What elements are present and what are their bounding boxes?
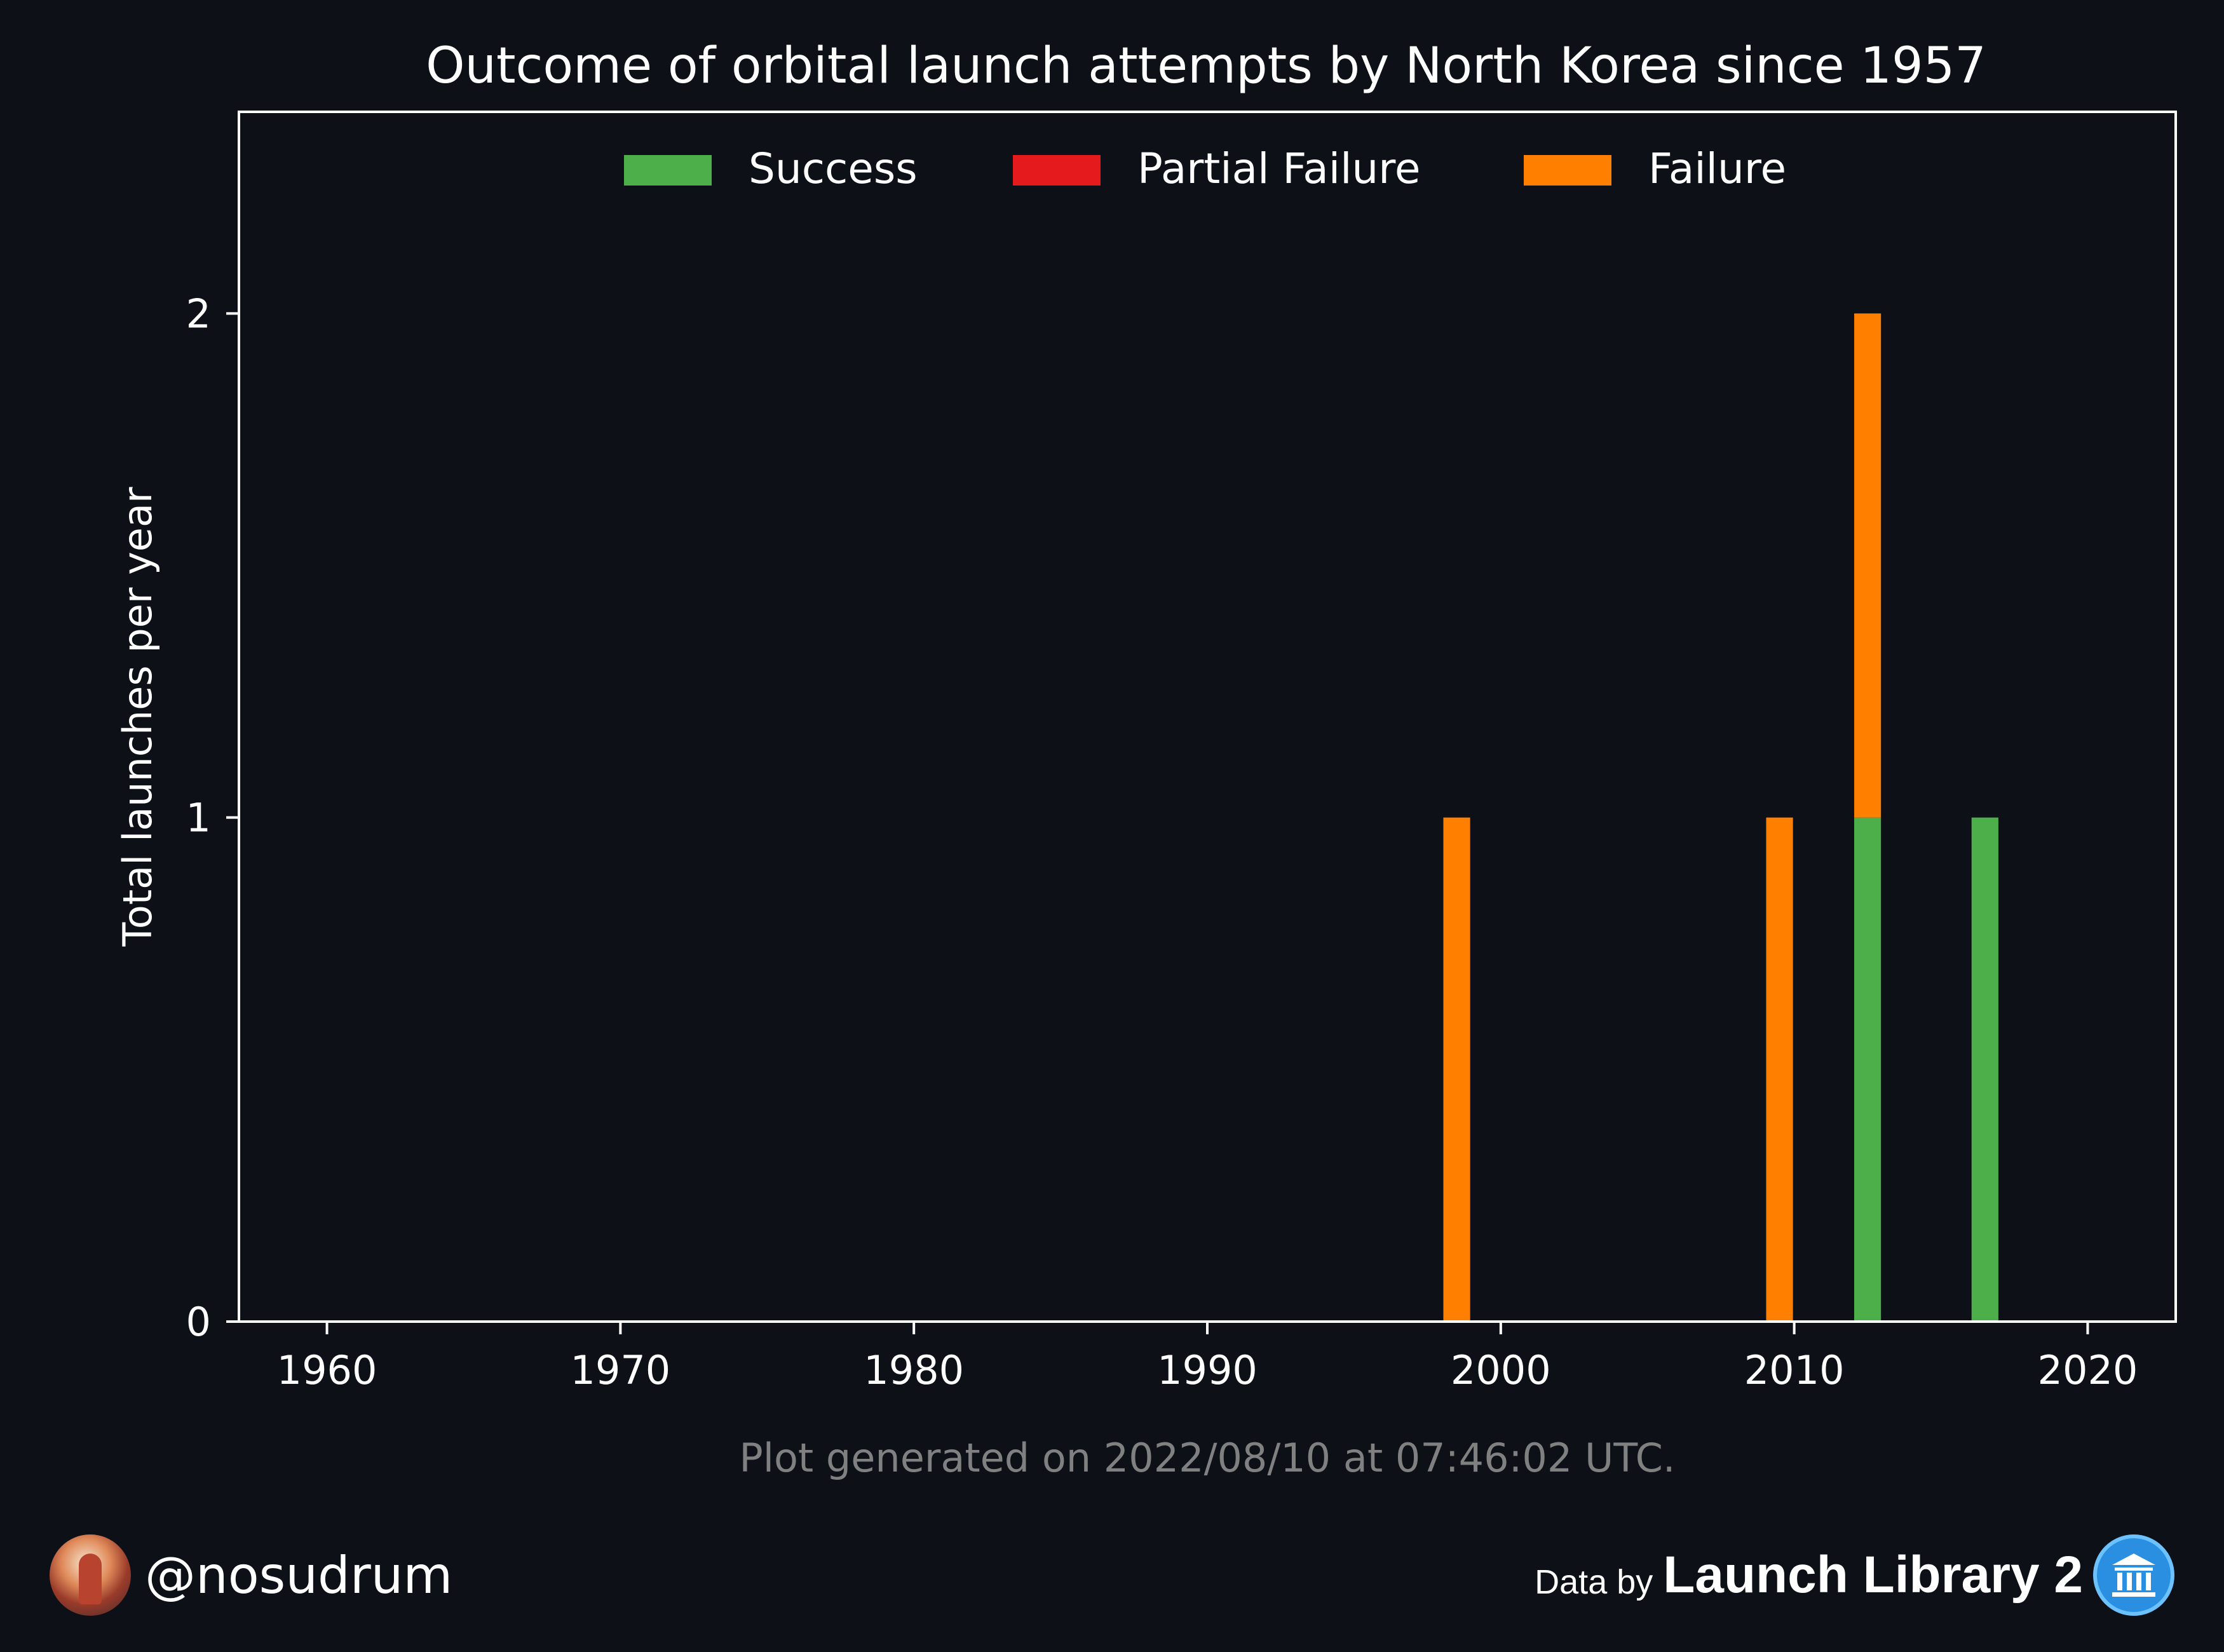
legend: Success Partial Failure Failure [624, 144, 1786, 193]
legend-swatch-failure [1524, 155, 1611, 186]
data-credit: Data by Launch Library 2 [1535, 1534, 2174, 1616]
y-tick-label: 0 [186, 1299, 211, 1345]
author-handle: @nosudrum [145, 1545, 453, 1605]
bar-failure-1998 [1443, 817, 1470, 1322]
brand-name: Launch Library 2 [1663, 1546, 2083, 1604]
plot-frame [238, 111, 2177, 1323]
x-tick-label: 1970 [570, 1347, 670, 1393]
y-tick-label: 1 [186, 795, 211, 841]
museum-icon [2093, 1534, 2174, 1616]
legend-label-success: Success [749, 144, 918, 193]
bar-success-2012 [1854, 817, 1882, 1322]
bar-failure-2012 [1854, 313, 1882, 818]
x-tick-label: 2020 [2038, 1347, 2138, 1393]
chart-title: Outcome of orbital launch attempts by No… [426, 37, 1986, 95]
y-axis: 0 1 2 [186, 290, 239, 1345]
x-axis: 1960 1970 1980 1990 2000 2010 2020 [277, 1322, 2138, 1393]
bar-success-2016 [1971, 817, 1998, 1322]
caption: Plot generated on 2022/08/10 at 07:46:02… [739, 1435, 1675, 1481]
data-by-label: Data by [1535, 1563, 1653, 1601]
x-tick-label: 2010 [1744, 1347, 1845, 1393]
author: @nosudrum [50, 1534, 452, 1616]
bar-failure-2009 [1766, 817, 1793, 1322]
x-tick-label: 1990 [1157, 1347, 1258, 1393]
x-tick-label: 1980 [864, 1347, 964, 1393]
avatar [50, 1534, 131, 1616]
bars-group [1443, 313, 1998, 1322]
legend-label-failure: Failure [1648, 144, 1786, 193]
x-tick-label: 1960 [277, 1347, 377, 1393]
legend-swatch-success [624, 155, 712, 186]
y-tick-label: 2 [186, 290, 211, 337]
legend-swatch-partial-failure [1013, 155, 1101, 186]
legend-label-partial-failure: Partial Failure [1137, 144, 1421, 193]
x-tick-label: 2000 [1451, 1347, 1551, 1393]
y-axis-label: Total launches per year [114, 487, 161, 947]
